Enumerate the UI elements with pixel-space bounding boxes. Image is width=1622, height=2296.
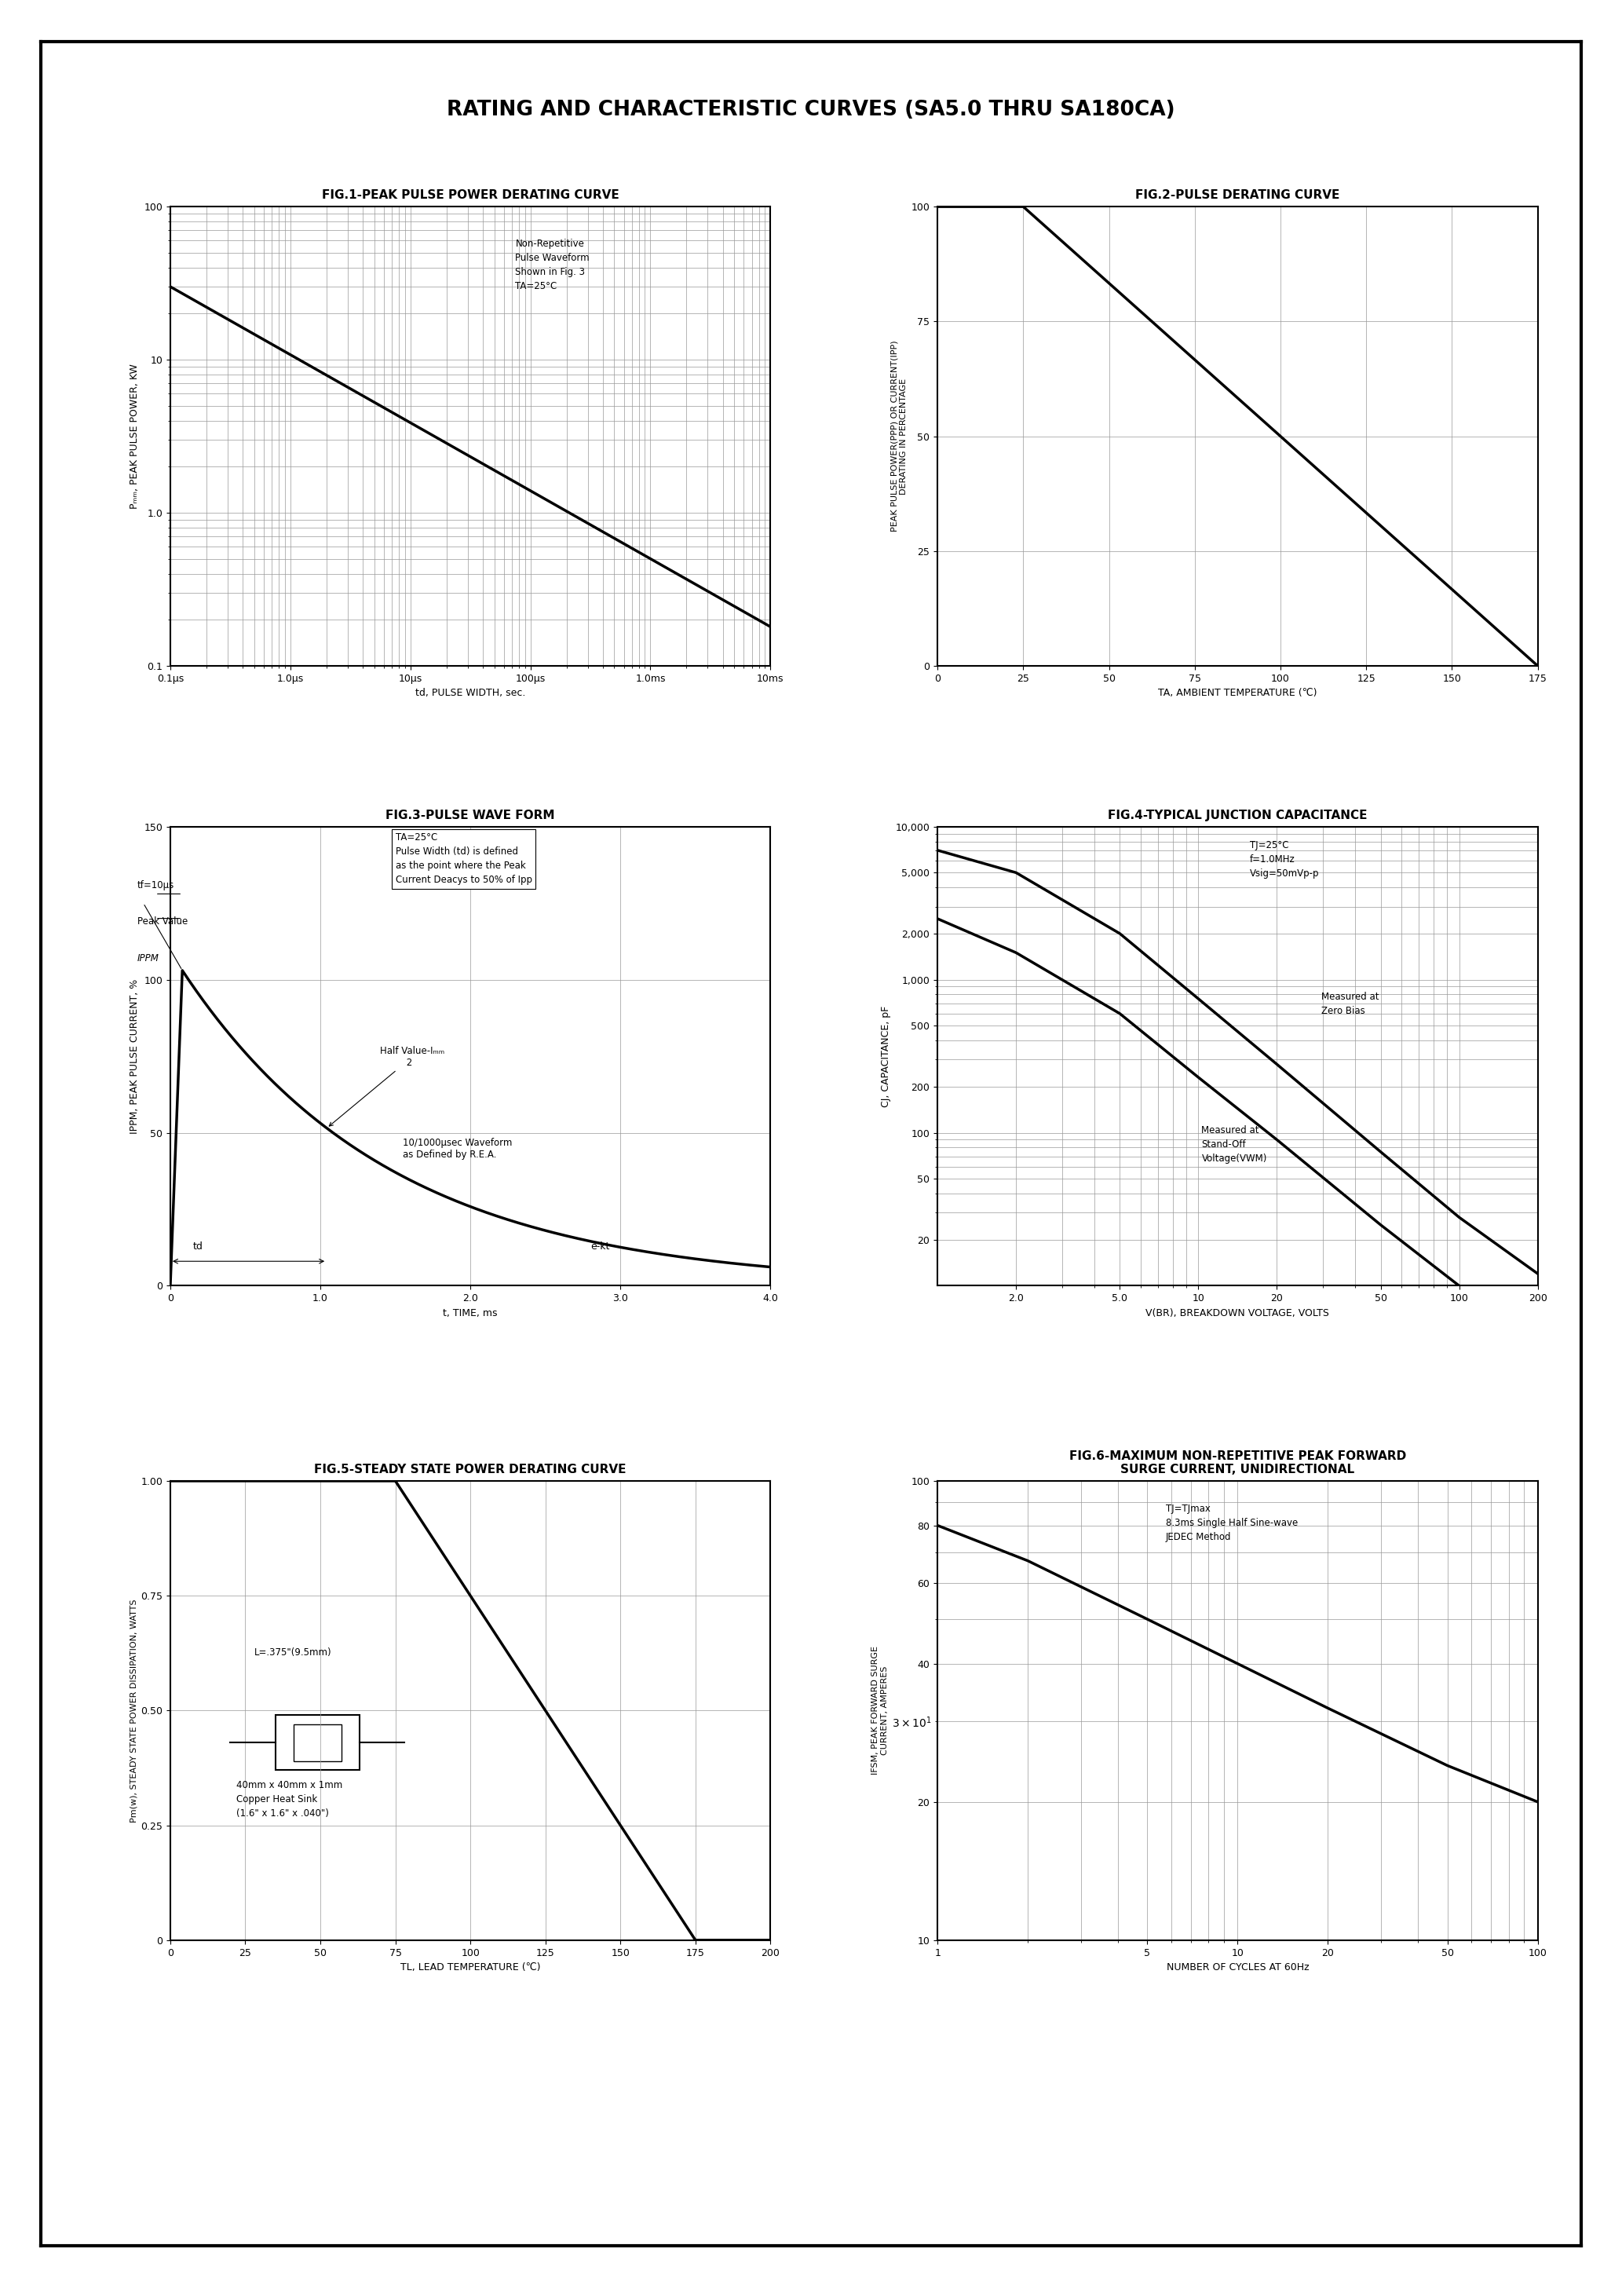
X-axis label: V(BR), BREAKDOWN VOLTAGE, VOLTS: V(BR), BREAKDOWN VOLTAGE, VOLTS [1145, 1309, 1330, 1318]
Y-axis label: CJ, CAPACITANCE, pF: CJ, CAPACITANCE, pF [881, 1006, 890, 1107]
Text: TA=25°C
Pulse Width (td) is defined
as the point where the Peak
Current Deacys t: TA=25°C Pulse Width (td) is defined as t… [396, 833, 532, 886]
X-axis label: NUMBER OF CYCLES AT 60Hz: NUMBER OF CYCLES AT 60Hz [1166, 1963, 1309, 1972]
Text: Peak Value: Peak Value [138, 916, 188, 928]
X-axis label: TL, LEAD TEMPERATURE (℃): TL, LEAD TEMPERATURE (℃) [401, 1963, 540, 1972]
Text: Measured at
Zero Bias: Measured at Zero Bias [1322, 992, 1379, 1017]
Y-axis label: PEAK PULSE POWER(PPP) OR CURRENT(IPP)
DERATING IN PERCENTAGE: PEAK PULSE POWER(PPP) OR CURRENT(IPP) DE… [890, 340, 908, 533]
Text: IPPM: IPPM [138, 953, 159, 964]
Text: 10/1000μsec Waveform
as Defined by R.E.A.: 10/1000μsec Waveform as Defined by R.E.A… [402, 1137, 513, 1159]
Text: TJ=TJmax
8.3ms Single Half Sine-wave
JEDEC Method: TJ=TJmax 8.3ms Single Half Sine-wave JED… [1166, 1504, 1298, 1543]
Title: FIG.6-MAXIMUM NON-REPETITIVE PEAK FORWARD
SURGE CURRENT, UNIDIRECTIONAL: FIG.6-MAXIMUM NON-REPETITIVE PEAK FORWAR… [1069, 1451, 1406, 1476]
Y-axis label: IPPM, PEAK PULSE CURRENT, %: IPPM, PEAK PULSE CURRENT, % [130, 978, 139, 1134]
X-axis label: t, TIME, ms: t, TIME, ms [443, 1309, 498, 1318]
Text: Non-Repetitive
Pulse Waveform
Shown in Fig. 3
TA=25°C: Non-Repetitive Pulse Waveform Shown in F… [516, 239, 590, 292]
Title: FIG.1-PEAK PULSE POWER DERATING CURVE: FIG.1-PEAK PULSE POWER DERATING CURVE [321, 191, 620, 202]
Text: tf=10μs: tf=10μs [138, 879, 175, 891]
X-axis label: td, PULSE WIDTH, sec.: td, PULSE WIDTH, sec. [415, 689, 526, 698]
Bar [276, 1715, 360, 1770]
Text: Measured at
Stand-Off
Voltage(VWM): Measured at Stand-Off Voltage(VWM) [1202, 1125, 1267, 1164]
Title: FIG.2-PULSE DERATING CURVE: FIG.2-PULSE DERATING CURVE [1135, 191, 1340, 202]
Title: FIG.3-PULSE WAVE FORM: FIG.3-PULSE WAVE FORM [386, 810, 555, 822]
Text: td: td [193, 1242, 203, 1251]
Y-axis label: Pm(w), STEADY STATE POWER DISSIPATION, WATTS: Pm(w), STEADY STATE POWER DISSIPATION, W… [130, 1598, 138, 1823]
Y-axis label: IFSM, PEAK FORWARD SURGE
CURRENT, AMPERES: IFSM, PEAK FORWARD SURGE CURRENT, AMPERE… [871, 1646, 889, 1775]
Text: 40mm x 40mm x 1mm
Copper Heat Sink
(1.6" x 1.6" x .040"): 40mm x 40mm x 1mm Copper Heat Sink (1.6"… [237, 1779, 342, 1818]
Text: RATING AND CHARACTERISTIC CURVES (SA5.0 THRU SA180CA): RATING AND CHARACTERISTIC CURVES (SA5.0 … [448, 101, 1174, 119]
Bar [294, 1724, 341, 1761]
Text: Half Value-Iₘₘ
         2: Half Value-Iₘₘ 2 [329, 1045, 444, 1125]
Y-axis label: Pₘₘ, PEAK PULSE POWER, KW: Pₘₘ, PEAK PULSE POWER, KW [130, 363, 139, 510]
Title: FIG.5-STEADY STATE POWER DERATING CURVE: FIG.5-STEADY STATE POWER DERATING CURVE [315, 1465, 626, 1476]
X-axis label: TA, AMBIENT TEMPERATURE (℃): TA, AMBIENT TEMPERATURE (℃) [1158, 689, 1317, 698]
Text: TJ=25°C
f=1.0MHz
Vsig=50mVp-p: TJ=25°C f=1.0MHz Vsig=50mVp-p [1249, 840, 1319, 879]
Title: FIG.4-TYPICAL JUNCTION CAPACITANCE: FIG.4-TYPICAL JUNCTION CAPACITANCE [1108, 810, 1367, 822]
Text: L=.375"(9.5mm): L=.375"(9.5mm) [255, 1649, 333, 1658]
Text: e-kt: e-kt [590, 1242, 610, 1251]
